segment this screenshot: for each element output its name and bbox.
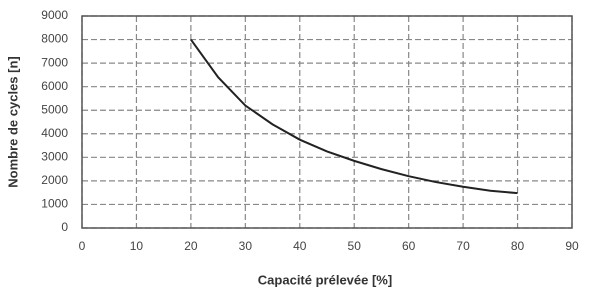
- y-tick-label: 4000: [41, 126, 68, 140]
- y-tick-label: 6000: [41, 79, 68, 93]
- y-axis-title: Nombre de cycles [n]: [5, 56, 20, 188]
- x-tick-label: 80: [511, 239, 525, 253]
- x-tick-label: 30: [239, 239, 253, 253]
- x-tick-label: 90: [565, 239, 579, 253]
- y-tick-label: 2000: [41, 173, 68, 187]
- line: [190, 38, 518, 195]
- x-tick-label: 40: [293, 239, 307, 253]
- plot-frame: [81, 15, 573, 229]
- x-tick-label: 0: [79, 239, 86, 253]
- x-tick-label: 10: [130, 239, 144, 253]
- x-tick-label: 70: [456, 239, 470, 253]
- y-tick-label: 9000: [41, 8, 68, 22]
- x-axis-title: Capacité prélevée [%]: [258, 272, 392, 287]
- y-tick-label: 3000: [41, 150, 68, 164]
- y-tick-label: 5000: [41, 102, 68, 116]
- y-tick-label: 7000: [41, 55, 68, 69]
- y-tick-label: 1000: [41, 197, 68, 211]
- y-tick-label: 8000: [41, 32, 68, 46]
- x-tick-label: 50: [348, 239, 362, 253]
- x-tick-label: 20: [184, 239, 198, 253]
- y-tick-label: 0: [61, 220, 68, 234]
- x-tick-label: 60: [402, 239, 416, 253]
